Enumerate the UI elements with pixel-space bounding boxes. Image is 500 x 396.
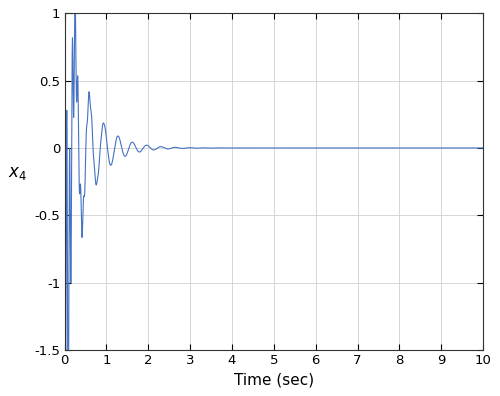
Y-axis label: $x_4$: $x_4$ <box>8 164 28 182</box>
X-axis label: Time (sec): Time (sec) <box>234 373 314 388</box>
